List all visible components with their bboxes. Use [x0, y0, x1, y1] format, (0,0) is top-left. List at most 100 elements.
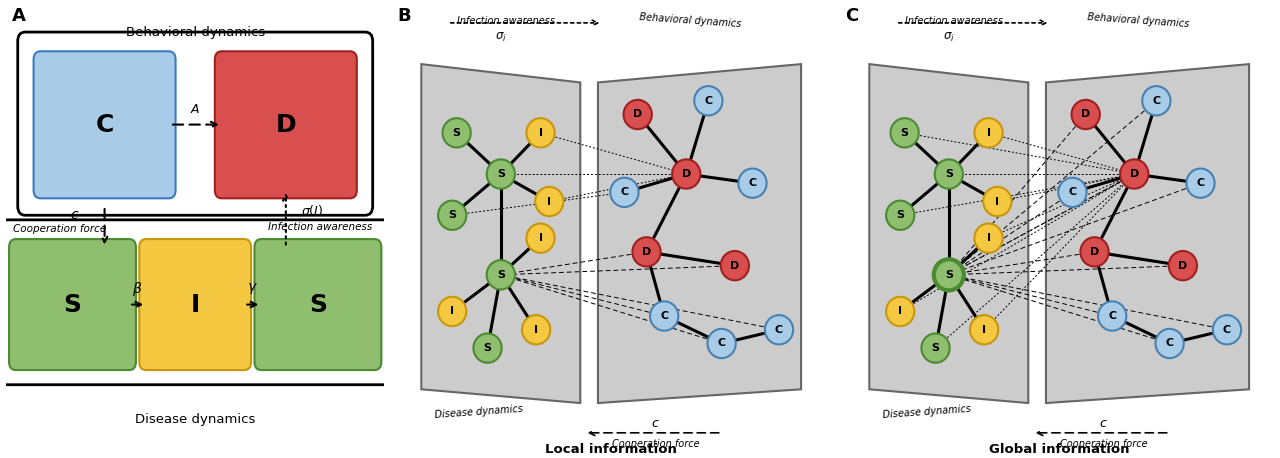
Circle shape — [486, 260, 515, 289]
Text: I: I — [987, 128, 991, 138]
Text: C: C — [1152, 96, 1161, 106]
Text: C: C — [1197, 178, 1204, 188]
Text: I: I — [982, 325, 986, 335]
Text: I: I — [987, 233, 991, 243]
Text: I: I — [451, 306, 454, 316]
Text: D: D — [1082, 109, 1091, 120]
Text: D: D — [682, 169, 691, 179]
Text: Behavioral dynamics: Behavioral dynamics — [125, 27, 265, 39]
Circle shape — [623, 100, 652, 129]
Circle shape — [974, 118, 1002, 147]
Circle shape — [891, 118, 919, 147]
Text: D: D — [634, 109, 643, 120]
Circle shape — [632, 237, 660, 267]
Text: S: S — [901, 128, 909, 138]
Circle shape — [522, 315, 550, 344]
Circle shape — [1080, 237, 1108, 267]
Text: S: S — [64, 293, 82, 316]
Text: C: C — [1166, 338, 1174, 349]
Text: C: C — [749, 178, 756, 188]
Circle shape — [708, 329, 736, 358]
Circle shape — [535, 187, 563, 216]
Text: D: D — [1178, 261, 1188, 271]
FancyBboxPatch shape — [9, 239, 136, 370]
Text: D: D — [275, 113, 296, 136]
Text: D: D — [1089, 247, 1100, 257]
Circle shape — [922, 333, 950, 363]
Polygon shape — [598, 64, 801, 403]
Text: C: C — [1108, 311, 1116, 321]
Text: Infection awareness: Infection awareness — [268, 222, 372, 232]
Polygon shape — [421, 64, 580, 403]
Text: Cooperation force: Cooperation force — [1060, 439, 1147, 449]
Text: $c$: $c$ — [1100, 417, 1107, 430]
Circle shape — [974, 224, 1002, 253]
Text: S: S — [497, 169, 504, 179]
Text: S: S — [896, 210, 904, 220]
Text: C: C — [845, 7, 859, 25]
Circle shape — [1120, 159, 1148, 189]
Text: A: A — [12, 7, 26, 25]
FancyBboxPatch shape — [215, 51, 357, 198]
Polygon shape — [869, 64, 1028, 403]
FancyBboxPatch shape — [33, 51, 175, 198]
Circle shape — [970, 315, 998, 344]
Text: C: C — [621, 187, 628, 197]
Text: C: C — [96, 113, 114, 136]
FancyBboxPatch shape — [18, 32, 372, 215]
Circle shape — [934, 259, 964, 290]
Text: D: D — [1130, 169, 1139, 179]
Text: I: I — [996, 196, 1000, 207]
Text: Behavioral dynamics: Behavioral dynamics — [640, 12, 742, 29]
Text: $A$: $A$ — [189, 104, 201, 116]
Circle shape — [1156, 329, 1184, 358]
Text: $\sigma_i$: $\sigma_i$ — [943, 31, 955, 44]
Text: S: S — [932, 343, 940, 353]
Text: S: S — [497, 270, 504, 280]
Text: Infection awareness: Infection awareness — [905, 16, 1002, 26]
FancyBboxPatch shape — [255, 239, 381, 370]
Circle shape — [443, 118, 471, 147]
Text: B: B — [397, 7, 411, 25]
Text: S: S — [945, 169, 952, 179]
Circle shape — [650, 301, 678, 331]
Circle shape — [474, 333, 502, 363]
Text: $\sigma_i$: $\sigma_i$ — [495, 31, 507, 44]
Circle shape — [1098, 301, 1126, 331]
Text: D: D — [641, 247, 652, 257]
Circle shape — [983, 187, 1011, 216]
Text: C: C — [774, 325, 783, 335]
Circle shape — [611, 178, 639, 207]
Circle shape — [486, 159, 515, 189]
Circle shape — [1213, 315, 1242, 344]
Circle shape — [1059, 178, 1087, 207]
Circle shape — [886, 297, 914, 326]
Text: S: S — [308, 293, 326, 316]
Text: C: C — [660, 311, 668, 321]
Circle shape — [1187, 169, 1215, 198]
Text: C: C — [1222, 325, 1231, 335]
Text: C: C — [704, 96, 713, 106]
Polygon shape — [1046, 64, 1249, 403]
Circle shape — [934, 159, 963, 189]
Text: $\beta$: $\beta$ — [132, 279, 142, 298]
Circle shape — [739, 169, 767, 198]
Text: C: C — [1069, 187, 1076, 197]
Text: I: I — [548, 196, 552, 207]
Circle shape — [438, 297, 466, 326]
Text: S: S — [453, 128, 461, 138]
Text: I: I — [534, 325, 538, 335]
Text: Global information: Global information — [989, 443, 1129, 456]
Text: Disease dynamics: Disease dynamics — [434, 404, 524, 420]
Text: Cooperation force: Cooperation force — [13, 224, 106, 234]
Text: Disease dynamics: Disease dynamics — [134, 413, 256, 425]
Text: I: I — [539, 233, 543, 243]
Circle shape — [526, 118, 554, 147]
Text: C: C — [718, 338, 726, 349]
FancyBboxPatch shape — [0, 220, 392, 385]
Circle shape — [1142, 86, 1170, 115]
Circle shape — [765, 315, 794, 344]
Text: S: S — [945, 270, 952, 280]
Text: S: S — [448, 210, 456, 220]
Circle shape — [672, 159, 700, 189]
